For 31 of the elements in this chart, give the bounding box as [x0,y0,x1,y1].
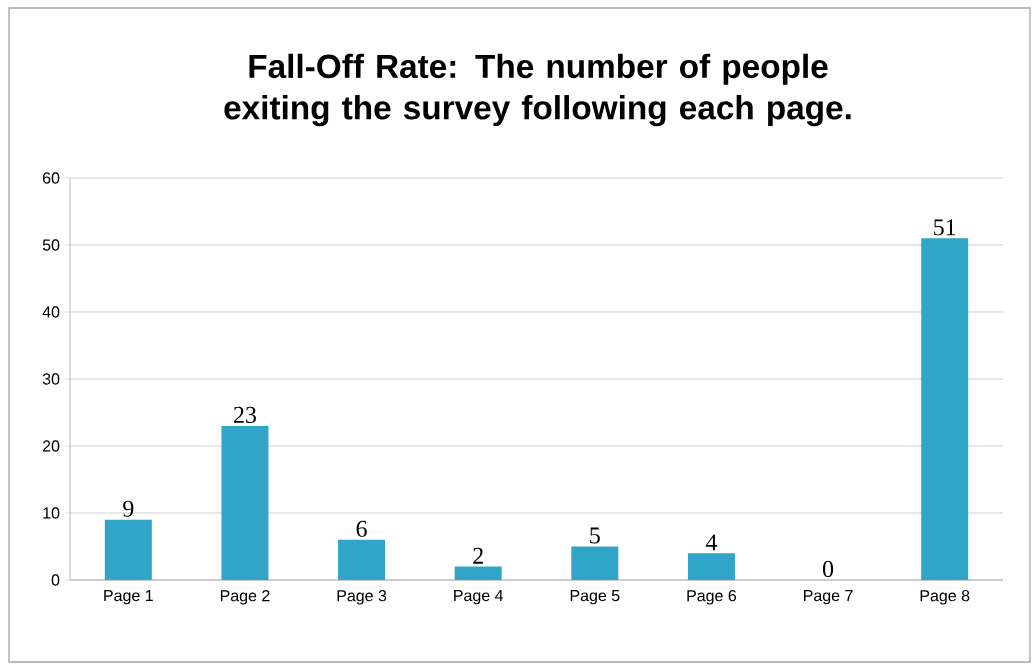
y-tick-label: 50 [42,239,60,251]
data-label: 2 [473,547,483,564]
bar [104,519,152,580]
y-tick-label: 10 [43,507,60,519]
x-tick-label: Page 4 [454,590,504,605]
x-tick-label: Page 7 [804,590,853,605]
x-tick-label: Page 5 [570,590,620,605]
bar [454,566,502,580]
bar [921,238,969,580]
x-tick-label: Page 3 [337,590,387,605]
y-tick-label: 30 [42,373,60,385]
data-label: 0 [822,560,834,578]
x-tick-label: Page 8 [920,590,970,605]
x-tick-label: Page 1 [104,590,153,605]
x-tick-label: Page 2 [220,590,270,605]
y-tick-label: 0 [51,574,60,586]
data-label: 6 [356,520,367,537]
data-label: 9 [123,500,134,517]
bar [571,546,619,580]
chart-title: Fall-Off Rate: The number of people exiting the survey following each page. [224,53,851,127]
data-label: 23 [233,406,257,423]
y-tick-label: 20 [42,440,60,452]
data-label: 51 [934,219,956,236]
data-label: 5 [590,527,600,544]
y-tick-label: 60 [42,172,60,184]
bar [687,553,735,580]
data-label: 4 [705,534,718,551]
bar [338,539,386,580]
x-tick-label: Page 6 [687,590,737,605]
y-tick-label: 40 [42,306,60,318]
bar [221,425,269,580]
